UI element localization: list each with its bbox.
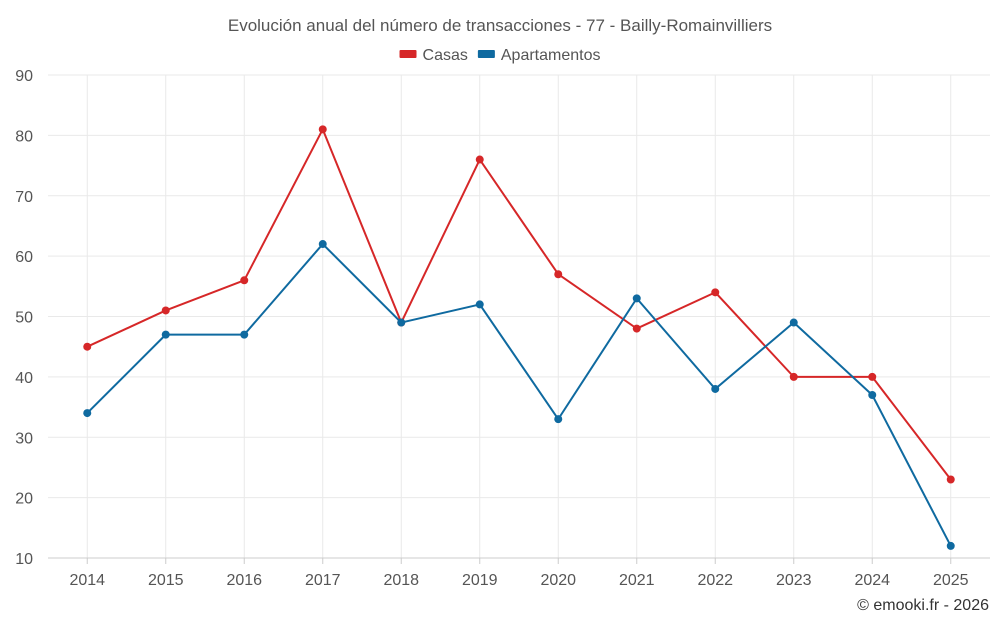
x-tick-label: 2019 [462, 572, 498, 589]
y-tick-label: 70 [15, 189, 33, 206]
data-point[interactable] [554, 270, 563, 279]
data-point[interactable] [475, 155, 484, 164]
series-casas [83, 125, 955, 484]
x-tick-label: 2025 [933, 572, 969, 589]
data-point[interactable] [83, 409, 92, 418]
data-point[interactable] [946, 541, 955, 550]
legend-swatch [477, 50, 495, 58]
x-tick-label: 2015 [148, 572, 184, 589]
data-point[interactable] [161, 306, 170, 315]
data-point[interactable] [240, 330, 249, 339]
data-point[interactable] [318, 125, 327, 134]
axes: 10 20 30 40 50 60 70 80 90 2014 2015 2016 2017 2018 20… [15, 68, 990, 589]
data-point[interactable] [789, 372, 798, 381]
legend-item-apartamentos[interactable]: Apartamentos [477, 47, 601, 64]
data-point[interactable] [632, 324, 641, 333]
y-tick-label: 80 [15, 128, 33, 145]
data-point[interactable] [240, 276, 249, 285]
x-tick-label: 2024 [854, 572, 890, 589]
data-point[interactable] [711, 288, 720, 297]
data-point[interactable] [946, 475, 955, 484]
data-point[interactable] [711, 384, 720, 393]
legend-swatch [399, 50, 417, 58]
data-point[interactable] [554, 415, 563, 424]
y-tick-label: 20 [15, 491, 33, 508]
grid [48, 74, 990, 558]
series-line [86, 128, 952, 481]
series-apartamentos [83, 240, 955, 550]
x-tick-label: 2016 [226, 572, 262, 589]
series [83, 125, 955, 550]
y-tick-label: 50 [15, 310, 33, 327]
y-tick-label: 30 [15, 430, 33, 447]
data-point[interactable] [789, 318, 798, 327]
data-point[interactable] [161, 330, 170, 339]
x-tick-label: 2017 [305, 572, 341, 589]
x-tick-label: 2022 [697, 572, 733, 589]
y-tick-label: 90 [15, 68, 33, 85]
x-tick-label: 2020 [540, 572, 576, 589]
y-tick-label: 40 [15, 370, 33, 387]
x-tick-label: 2023 [776, 572, 812, 589]
series-line [86, 243, 952, 547]
data-point[interactable] [397, 318, 406, 327]
data-point[interactable] [632, 294, 641, 303]
x-tick-label: 2018 [383, 572, 419, 589]
x-tick-label: 2014 [69, 572, 105, 589]
data-point[interactable] [475, 300, 484, 309]
legend-item-casas[interactable]: Casas [399, 47, 468, 64]
y-tick-label: 10 [15, 551, 33, 568]
data-point[interactable] [868, 372, 877, 381]
data-point[interactable] [318, 240, 327, 249]
y-tick-label: 60 [15, 249, 33, 266]
credit-text: © emooki.fr - 2026 [857, 597, 989, 614]
legend-label: Apartamentos [501, 47, 601, 64]
chart-title: Evolución anual del número de transaccio… [228, 16, 772, 35]
x-tick-label: 2021 [619, 572, 655, 589]
data-point[interactable] [868, 390, 877, 399]
legend: Casas Apartamentos [399, 47, 601, 64]
data-point[interactable] [83, 342, 92, 351]
legend-label: Casas [423, 47, 468, 64]
